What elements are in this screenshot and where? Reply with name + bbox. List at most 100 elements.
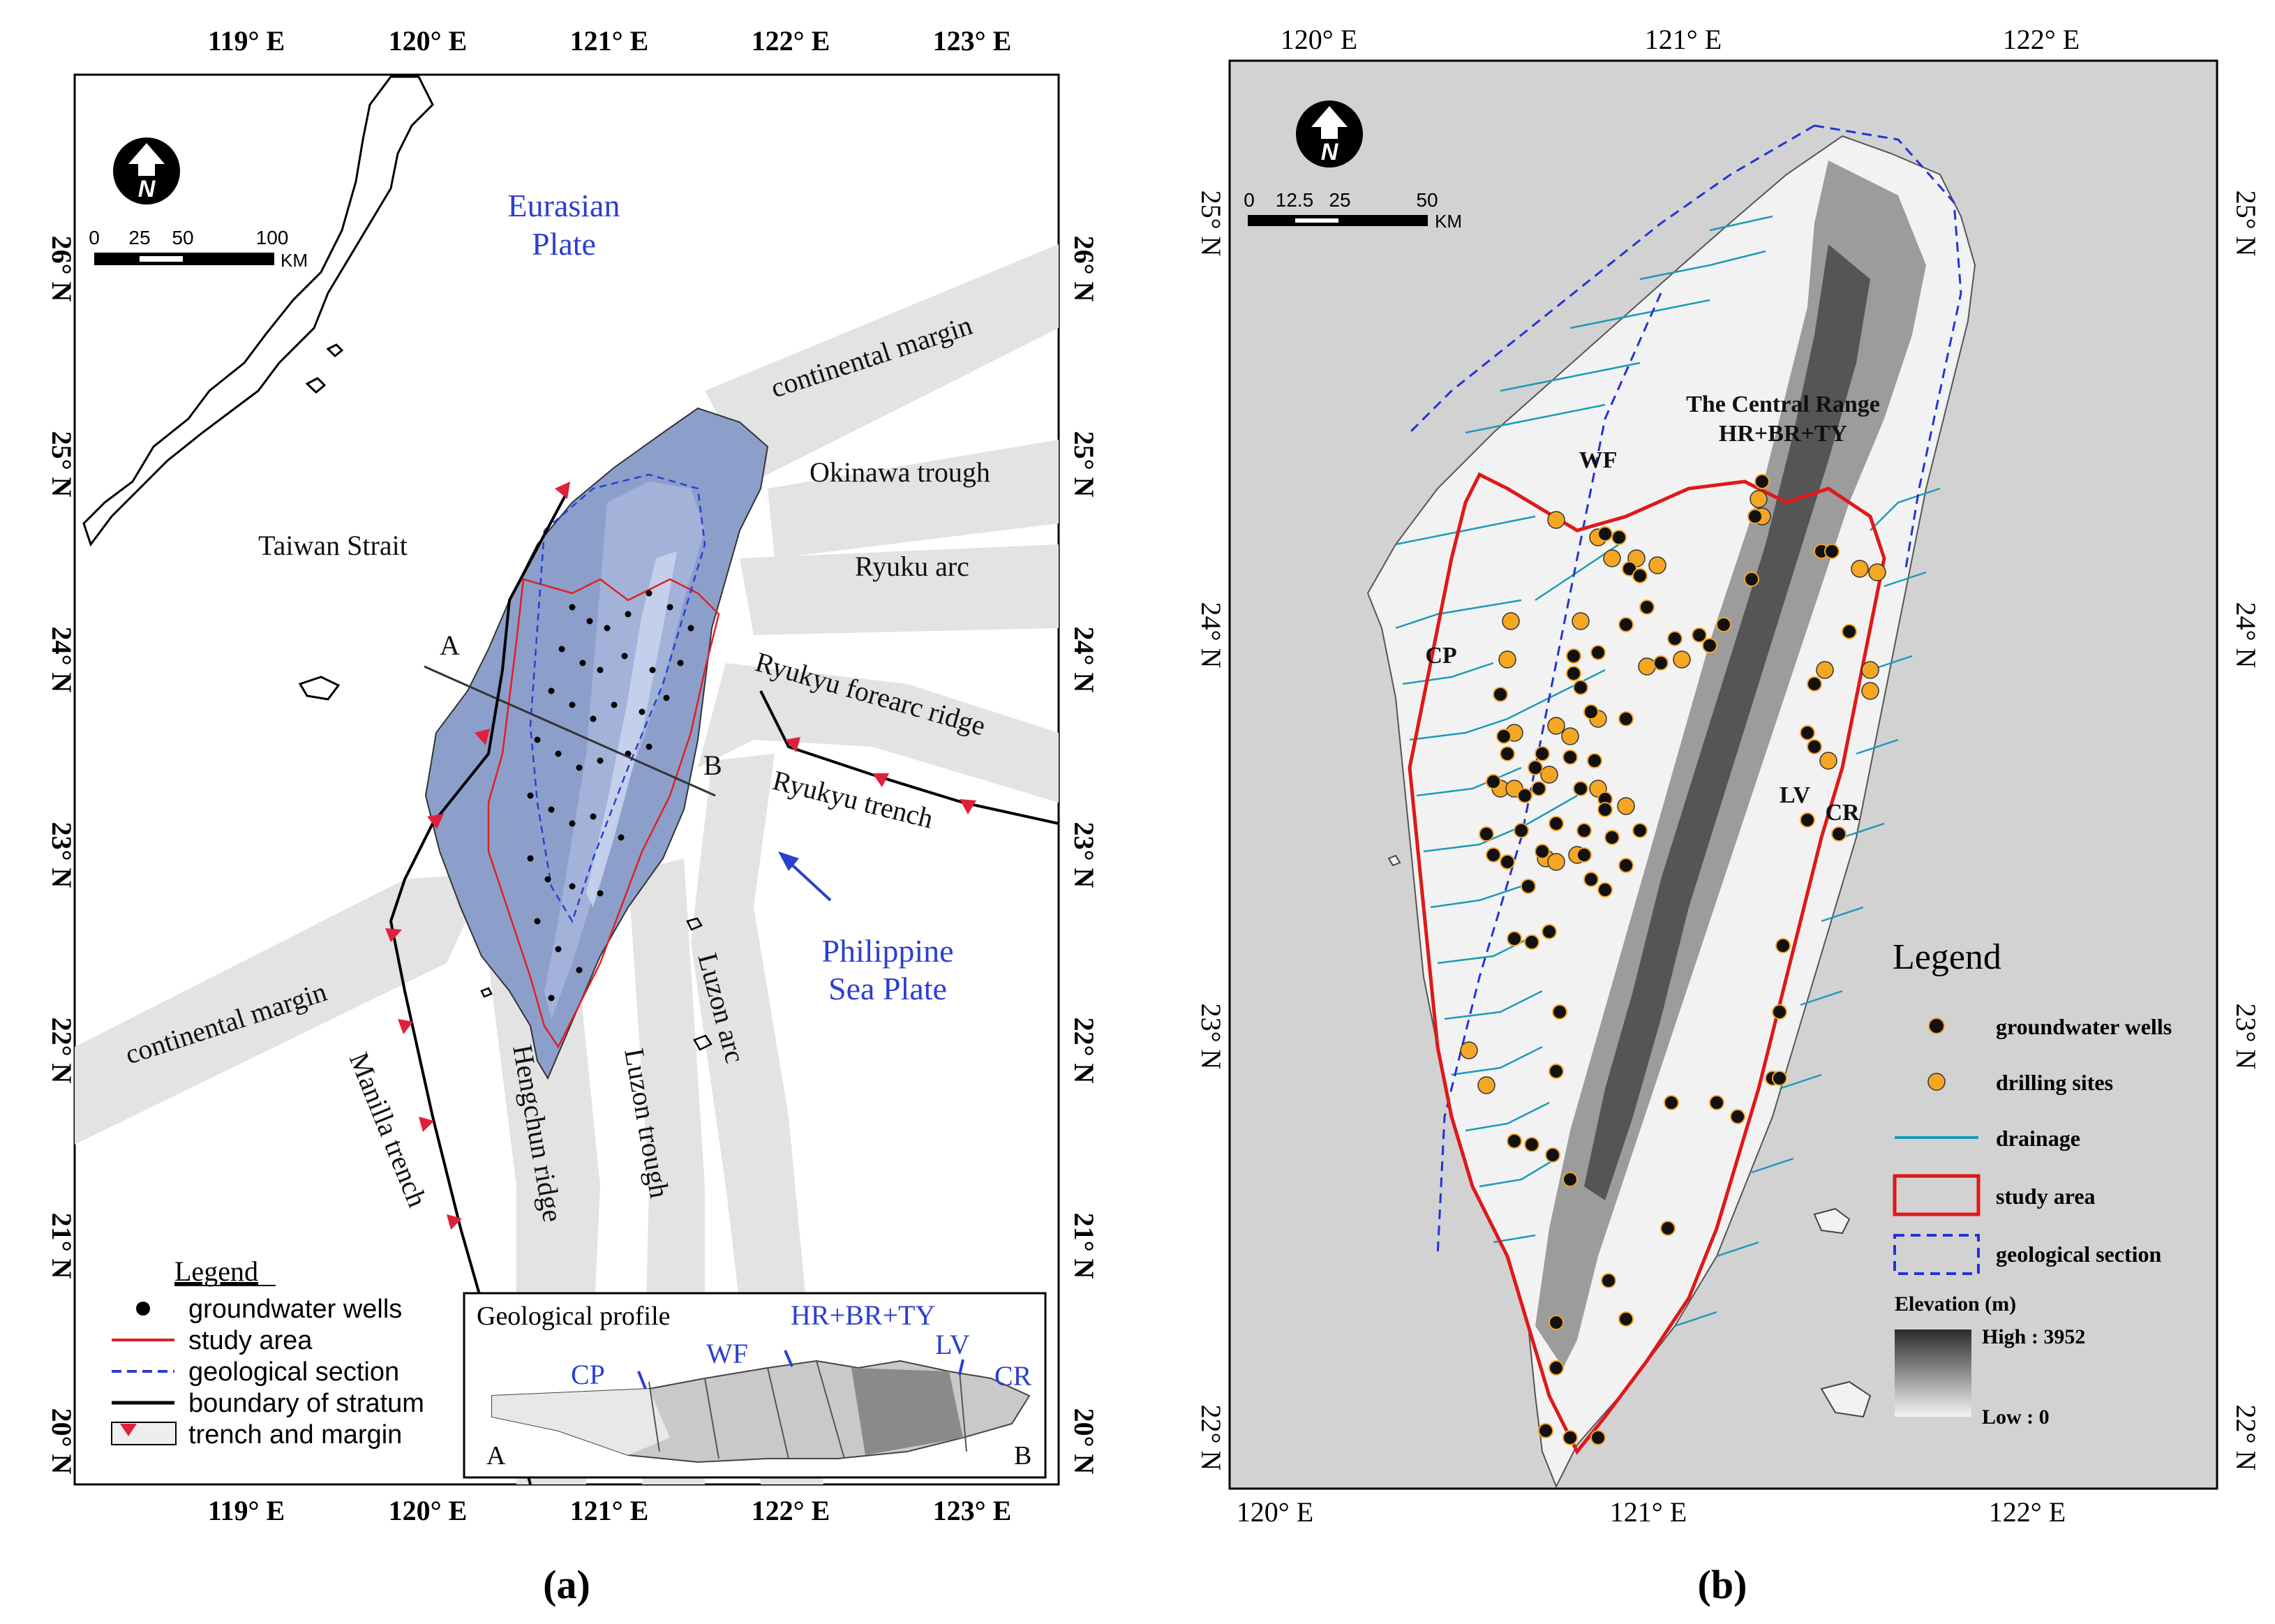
profile-end-a: A (486, 1441, 506, 1470)
label-profile-b: B (703, 750, 722, 781)
legend-b-elevation-low: Low : 0 (1982, 1406, 2050, 1429)
axis-top-b: 120° E 121° E 122° E (1281, 24, 2080, 55)
north-arrow-a-icon (128, 143, 165, 176)
scale-bar-a: 0 25 50 100 KM (89, 227, 308, 271)
profile-end-b: B (1014, 1441, 1031, 1470)
axis-right-b-1: 24° N (2230, 602, 2262, 669)
axis-bottom-b-1: 121° E (1610, 1496, 1687, 1528)
axis-right-a-4: 22° N (1068, 1018, 1100, 1084)
label-cr: CR (1825, 800, 1860, 826)
axis-left-a-3: 23° N (46, 822, 77, 888)
scale-b-tick-3: 50 (1416, 189, 1438, 211)
legend-b-item-4: geological section (1996, 1242, 2161, 1267)
eurasian-plate-line1: Eurasian (508, 188, 620, 223)
profile-label-cr: CR (994, 1360, 1032, 1392)
band-continental-margin-sw (75, 872, 488, 1145)
scale-bar-b-gap (1295, 218, 1338, 223)
eurasian-plate-line2: Plate (532, 226, 596, 262)
manilla-trench-line (389, 495, 567, 1484)
mountain-shading-inner (1584, 244, 1870, 1200)
axis-right-b-0: 25° N (2230, 191, 2262, 257)
islands-south (480, 917, 713, 1051)
panel-b: 120° E 121° E 122° E 120° E 121° E 122° … (1195, 24, 2262, 1607)
trench-markers (385, 482, 976, 1230)
legend-b-item-3: study area (1996, 1184, 2096, 1209)
scale-a-tick-0: 0 (89, 227, 100, 248)
scale-bar-a-gap (140, 256, 183, 262)
north-arrow-b: N (1296, 100, 1363, 167)
axis-left-b-0: 25° N (1195, 191, 1227, 257)
scale-b-tick-0: 0 (1244, 189, 1255, 211)
profile-section-hr (851, 1368, 963, 1455)
axis-left-a-5: 21° N (46, 1213, 77, 1279)
scale-a-tick-2: 50 (172, 227, 193, 248)
profile-line-ab (424, 665, 716, 797)
profile-label-lv: LV (935, 1329, 970, 1360)
panel-b-map (1366, 124, 1976, 1489)
region-labels-b: The Central Range HR+BR+TY WF CP LV CR (1425, 392, 1879, 826)
axis-right-b: 25° N 24° N 23° N 22° N (2230, 191, 2262, 1471)
label-wf: WF (1579, 447, 1618, 473)
groundwater-well-dots (1479, 474, 1857, 1445)
china-coastline (82, 75, 434, 547)
axis-top-a-4: 123° E (933, 25, 1012, 57)
legend-a-item-1: study area (188, 1326, 313, 1355)
axis-top-a-1: 120° E (389, 25, 468, 57)
axis-top-a-3: 122° E (752, 25, 830, 57)
legend-b-study-symbol (1893, 1174, 1981, 1216)
scale-a-unit: KM (281, 250, 308, 271)
axis-left-b-3: 22° N (1195, 1405, 1227, 1471)
legend-b-well-symbol (1928, 1018, 1945, 1034)
axis-left-b-2: 23° N (1195, 1004, 1227, 1070)
axis-left-a-2: 24° N (46, 627, 77, 693)
band-okinawa-trough (768, 440, 1059, 558)
scale-bar-b: 0 12.5 25 50 KM (1244, 189, 1462, 232)
legend-a: Legend groundwater wells study area geol… (111, 1256, 424, 1450)
axis-left-b-1: 24° N (1195, 602, 1227, 669)
label-taiwan-strait: Taiwan Strait (258, 530, 408, 561)
label-ryuku-arc: Ryuku arc (855, 551, 969, 582)
label-central-range: The Central Range (1686, 392, 1880, 417)
profile-section-cp (492, 1389, 670, 1455)
scale-bar-a-bar (94, 253, 274, 265)
axis-left-a-0: 26° N (46, 236, 77, 302)
label-central-range-units: HR+BR+TY (1719, 421, 1847, 447)
legend-a-title: Legend (174, 1256, 258, 1287)
section-outline-north (1408, 124, 1815, 434)
legend-b-drilling-symbol (1927, 1073, 1946, 1091)
axis-left-a-4: 22° N (46, 1018, 77, 1084)
taiwan-strata-lighter (586, 551, 677, 907)
axis-top-b-2: 122° E (2003, 24, 2080, 55)
geological-section-outline (529, 473, 706, 923)
geological-profile-inset: Geological profile CP WF HR+BR+TY LV CR … (463, 1292, 1047, 1479)
axis-left-a: 26° N 25° N 24° N 23° N 22° N 21° N 20° … (46, 236, 77, 1475)
axis-right-a-1: 25° N (1068, 431, 1100, 498)
axis-bottom-b-2: 122° E (1989, 1496, 2066, 1528)
axis-bottom-a-3: 122° E (752, 1495, 830, 1526)
north-arrow-a-letter: N (138, 176, 156, 202)
axis-top-b-0: 120° E (1281, 24, 1357, 55)
axis-right-a-0: 26° N (1068, 236, 1100, 302)
legend-a-item-2: geological section (188, 1357, 399, 1387)
study-area-outline-b (1408, 472, 1886, 1455)
legend-b-section-symbol (1893, 1234, 1980, 1275)
axis-top-a-0: 119° E (208, 25, 285, 57)
panel-a-map (75, 75, 1059, 1484)
profile-label-ticks (637, 1350, 964, 1390)
legend-a-well-symbol (136, 1302, 150, 1316)
axis-right-b-2: 23° N (2230, 1004, 2262, 1070)
legend-b: Legend groundwater wells drilling sites … (1893, 937, 2172, 1429)
caption-a: (a) (543, 1562, 590, 1607)
north-arrow-b-icon (1311, 106, 1348, 139)
plate-labels: Eurasian Plate Philippine Sea Plate (508, 188, 954, 1006)
study-area-outline (487, 578, 720, 1049)
legend-a-trench-symbol (111, 1422, 177, 1445)
axis-bottom-b-0: 120° E (1237, 1496, 1313, 1528)
scale-b-tick-2: 25 (1329, 189, 1350, 211)
axis-bottom-a-0: 119° E (208, 1495, 285, 1526)
north-arrow-a: N (113, 137, 180, 204)
band-continental-margin-ne (705, 244, 1059, 482)
caption-b: (b) (1698, 1562, 1747, 1607)
drilling-site-dots (1460, 490, 1886, 1094)
label-profile-a: A (440, 630, 460, 661)
